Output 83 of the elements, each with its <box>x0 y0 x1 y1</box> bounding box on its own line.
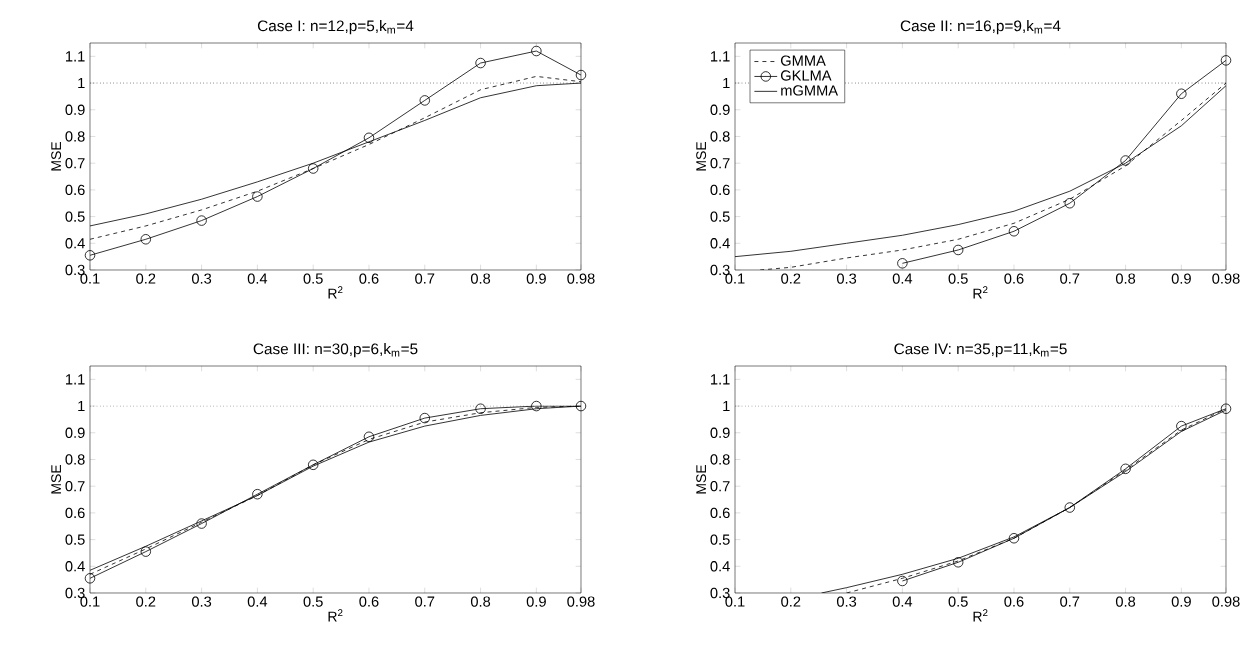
y-axis-title: MSE <box>51 141 62 171</box>
y-tick-label: 1 <box>78 401 85 412</box>
x-tick-label: 0.98 <box>1212 273 1240 284</box>
y-tick-label: 0.7 <box>65 481 85 492</box>
y-tick-label: 1 <box>723 401 730 412</box>
x-axis-title: R$^{2}$ <box>328 286 343 299</box>
x-tick-label: 0.6 <box>359 596 379 607</box>
y-tick-label: 0.4 <box>65 561 85 572</box>
x-tick-label: 0.3 <box>836 273 857 284</box>
x-axis-title: R$^{2}$ <box>973 286 988 299</box>
x-tick-label: 0.3 <box>191 273 212 284</box>
y-tick-label: 0.8 <box>710 454 730 465</box>
y-axis-title: MSE <box>696 464 707 494</box>
y-tick-label: 0.9 <box>710 427 730 438</box>
y-tick-label: 0.6 <box>710 184 730 196</box>
x-tick-label: 0.98 <box>1212 596 1240 607</box>
x-tick-label: 0.6 <box>1004 273 1024 284</box>
x-tick-label: 0.4 <box>247 273 268 284</box>
y-tick-label: 0.6 <box>710 507 730 519</box>
x-tick-label: 0.2 <box>781 273 801 284</box>
x-tick-label: 0.98 <box>567 596 595 607</box>
y-tick-label: 0.5 <box>710 534 730 545</box>
y-tick-label: 0.6 <box>65 184 85 196</box>
y-tick-label: 0.9 <box>65 104 85 115</box>
x-tick-label: 0.6 <box>1004 596 1024 607</box>
y-tick-label: 0.4 <box>710 561 730 572</box>
y-tick-label: 0.7 <box>710 158 730 169</box>
y-tick-label: 0.7 <box>65 158 85 169</box>
x-tick-label: 0.7 <box>415 596 435 607</box>
y-tick-label: 0.4 <box>710 238 730 249</box>
y-tick-label: 1.1 <box>711 51 730 62</box>
chart-title: Case IV: n=35,p=11,k$_{m}$=5 <box>894 343 1067 358</box>
x-tick-label: 0.3 <box>836 596 857 607</box>
x-tick-label: 0.6 <box>359 273 379 284</box>
y-tick-label: 0.9 <box>710 104 730 115</box>
x-tick-label: 0.2 <box>136 596 156 607</box>
x-tick-label: 0.4 <box>892 596 913 607</box>
x-tick-label: 0.7 <box>1060 273 1080 284</box>
x-tick-label: 0.8 <box>470 273 491 284</box>
x-tick-label: 0.9 <box>526 596 546 607</box>
x-tick-label: 0.5 <box>948 596 968 607</box>
y-tick-label: 0.9 <box>65 427 85 438</box>
y-axis-title: MSE <box>51 464 62 494</box>
y-tick-label: 0.8 <box>65 454 85 465</box>
x-tick-label: 0.5 <box>303 273 323 284</box>
y-tick-label: 0.6 <box>65 507 85 519</box>
x-tick-label: 0.7 <box>415 273 435 284</box>
x-tick-label: 0.9 <box>1171 596 1191 607</box>
x-tick-label: 0.9 <box>1171 273 1191 284</box>
x-tick-label: 0.8 <box>1115 273 1136 284</box>
x-axis-title: R$^{2}$ <box>973 609 988 622</box>
y-tick-label: 1 <box>78 78 85 89</box>
y-tick-label: 0.5 <box>65 211 85 222</box>
y-tick-label: 0.7 <box>710 481 730 492</box>
y-tick-label: 1.1 <box>711 374 730 385</box>
x-tick-label: 0.9 <box>526 273 546 284</box>
y-axis-title: MSE <box>696 141 707 171</box>
y-tick-label: 0.4 <box>65 238 85 249</box>
x-axis-title: R$^{2}$ <box>328 609 343 622</box>
legend-label: GMMA <box>780 55 826 66</box>
y-tick-label: 1.1 <box>66 374 85 385</box>
y-tick-label: 0.5 <box>710 211 730 222</box>
y-tick-label: 1.1 <box>66 51 85 62</box>
legend-label: mGMMA <box>781 85 839 96</box>
chart-title: Case II: n=16,p=9,k$_{m}$=4 <box>900 20 1061 35</box>
chart-title: Case III: n=30,p=6,k$_{m}$=5 <box>253 343 418 358</box>
y-tick-label: 0.5 <box>65 534 85 545</box>
x-tick-label: 0.7 <box>1060 596 1080 607</box>
legend-label: GKLMA <box>780 70 832 81</box>
x-tick-label: 0.8 <box>1115 596 1136 607</box>
x-tick-label: 0.3 <box>191 596 212 607</box>
y-tick-label: 0.8 <box>710 131 730 142</box>
x-tick-label: 0.2 <box>781 596 801 607</box>
x-tick-label: 0.5 <box>303 596 323 607</box>
x-tick-label: 0.4 <box>892 273 913 284</box>
x-tick-label: 0.5 <box>948 273 968 284</box>
x-tick-label: 0.2 <box>136 273 156 284</box>
x-tick-label: 0.98 <box>567 273 595 284</box>
x-tick-label: 0.4 <box>247 596 268 607</box>
y-tick-label: 0.8 <box>65 131 85 142</box>
y-tick-label: 1 <box>723 78 730 89</box>
x-tick-label: 0.8 <box>470 596 491 607</box>
chart-title: Case I: n=12,p=5,k$_{m}$=4 <box>257 20 414 35</box>
